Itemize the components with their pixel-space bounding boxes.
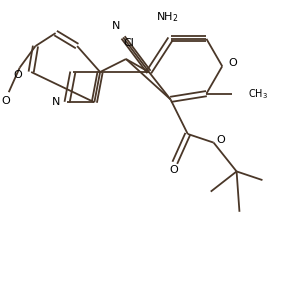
Text: O: O — [229, 58, 238, 68]
Text: Cl: Cl — [123, 38, 134, 48]
Text: CH$_3$: CH$_3$ — [248, 87, 268, 100]
Text: N: N — [112, 21, 120, 31]
Text: O: O — [169, 165, 178, 175]
Text: N: N — [52, 97, 60, 107]
Text: NH$_2$: NH$_2$ — [156, 10, 179, 24]
Text: O: O — [1, 96, 10, 106]
Text: O: O — [14, 70, 23, 80]
Text: O: O — [216, 135, 225, 145]
